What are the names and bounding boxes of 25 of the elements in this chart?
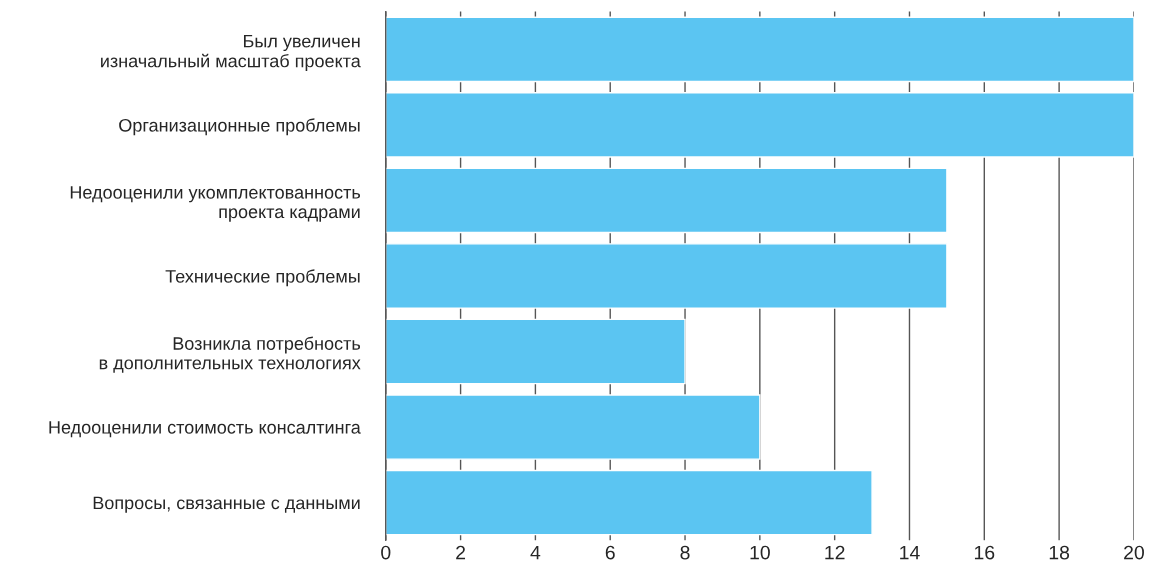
x-tick-label: 16 (974, 545, 995, 560)
bar (385, 394, 761, 460)
y-tick-label: Организационные проблемы (119, 118, 360, 136)
y-tick-label: Возникла потребность в дополнительных технологиях (99, 336, 361, 373)
y-tick-label: Недооценили стоимость консалтинга (49, 421, 361, 438)
x-tick-label: 14 (900, 545, 920, 560)
bar (385, 16, 1134, 83)
bar (385, 318, 686, 385)
bar (385, 167, 948, 234)
x-tick-label: 0 (381, 545, 391, 560)
bar (385, 243, 948, 309)
bar (385, 469, 873, 536)
x-tick-label: 6 (605, 545, 615, 560)
x-tick-label: 2 (456, 545, 466, 560)
x-tick-label: 12 (825, 545, 845, 560)
y-tick-label: Недооценили укомплектованность проекта кадрами (70, 186, 361, 222)
x-tick-label: 8 (680, 545, 690, 560)
x-tick-label: 4 (530, 545, 541, 560)
y-tick-label: Вопросы, связанные с данными (93, 496, 360, 513)
x-tick-label: 10 (750, 545, 770, 560)
x-tick-label: 20 (1124, 545, 1144, 560)
x-tick-label: 18 (1049, 545, 1070, 560)
y-tick-label: Технические проблемы (165, 269, 360, 287)
y-tick-label: Был увеличен изначальный масштаб проекта (101, 34, 361, 71)
bar (385, 92, 1134, 158)
